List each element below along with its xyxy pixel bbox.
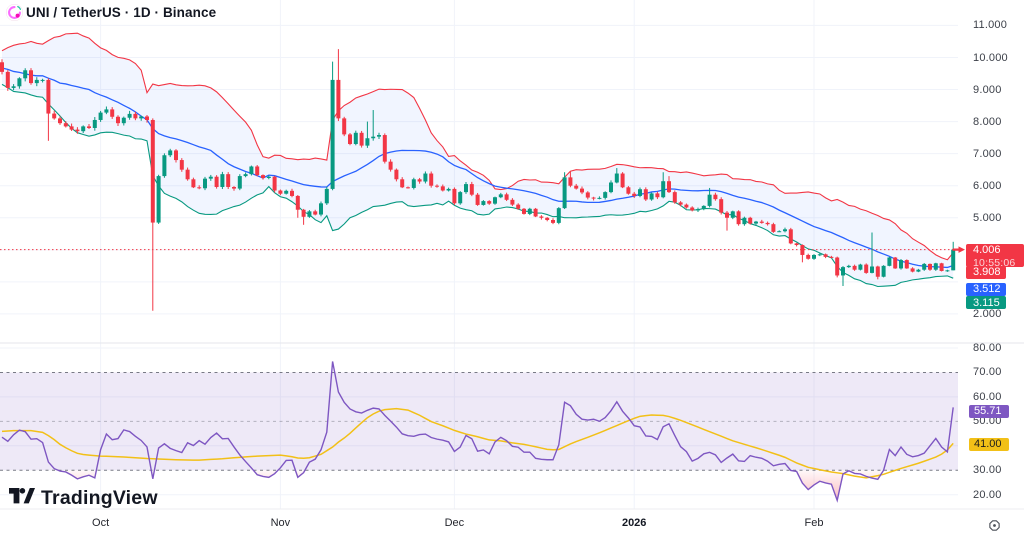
price-tick-label: 7.000: [973, 147, 1002, 160]
rsi-tick-label: 50.00: [973, 415, 1002, 428]
rsi-band-fill: [0, 372, 958, 471]
price-tick-label: 8.000: [973, 115, 1002, 128]
rsi-ma-value-badge: 41.00: [969, 437, 1009, 451]
rsi-ma-line: [1, 407, 954, 479]
price-arrow-marker: [952, 246, 965, 253]
time-axis-label: Dec: [444, 517, 465, 529]
bb-lower-badge: 3.115: [966, 296, 1006, 309]
time-axis-label: Oct: [92, 517, 110, 529]
tradingview-logo-icon: [9, 488, 35, 509]
time-axis-label: Nov: [270, 517, 291, 529]
watermark-text: TradingView: [41, 487, 158, 509]
time-axis-label: 2026: [621, 517, 647, 529]
bollinger-fill: [2, 33, 954, 287]
bb-upper-badge: 3.908: [966, 266, 1006, 279]
rsi-tick-label: 70.00: [973, 366, 1002, 379]
settings-gear-icon[interactable]: [988, 519, 1002, 533]
bb-basis-badge: 3.512: [966, 283, 1006, 296]
uniswap-logo-icon: [5, 3, 24, 22]
rsi-tick-label: 20.00: [973, 488, 1002, 501]
last-price-badge: 4.006 10:55:06: [966, 243, 1024, 269]
down-candles: [0, 49, 944, 311]
time-axis-label: Feb: [804, 517, 824, 529]
price-tick-label: 2.000: [973, 307, 1002, 320]
tradingview-watermark[interactable]: TradingView: [9, 487, 158, 510]
rsi-tick-label: 30.00: [973, 464, 1002, 477]
price-tick-label: 10.000: [973, 51, 1008, 64]
price-tick-label: 5.000: [973, 211, 1002, 224]
symbol-title[interactable]: UNI / TetherUS · 1D · Binance: [26, 5, 217, 20]
bollinger-upper-line: [1, 32, 954, 261]
rsi-value-badge: 55.71: [969, 404, 1009, 418]
up-candles: [11, 61, 956, 287]
price-tick-label: 11.000: [973, 19, 1008, 32]
bollinger-basis-line: [1, 67, 954, 269]
countdown-timer: 10:55:06: [973, 256, 1016, 269]
price-tick-label: 6.000: [973, 179, 1002, 192]
price-tick-label: 9.000: [973, 83, 1002, 96]
rsi-tick-label: 60.00: [973, 390, 1002, 403]
rsi-line: [1, 361, 954, 503]
rsi-tick-label: 80.00: [973, 342, 1002, 354]
